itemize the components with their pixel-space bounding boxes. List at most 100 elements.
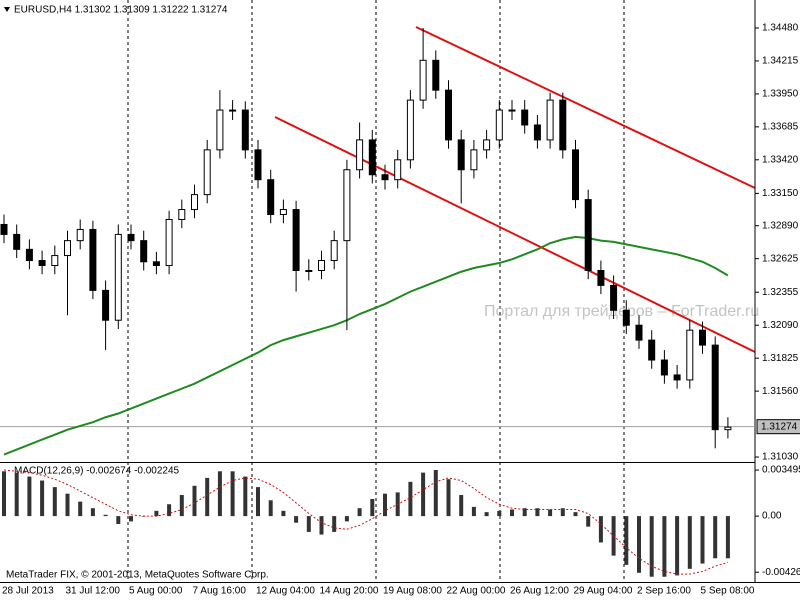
x-tick-label: 5 Sep 08:00 bbox=[701, 586, 755, 597]
y-tick-label: 1.34215 bbox=[762, 56, 799, 67]
histogram-bar bbox=[408, 481, 413, 517]
x-tick-label: 22 Aug 00:00 bbox=[447, 586, 506, 597]
candle-body bbox=[38, 260, 46, 267]
candle-body bbox=[546, 99, 554, 141]
histogram-bar bbox=[649, 516, 654, 577]
candle-body bbox=[394, 159, 402, 181]
histogram-bar bbox=[586, 516, 591, 527]
candle-body bbox=[610, 284, 618, 311]
histogram-bar bbox=[573, 512, 578, 517]
candle-body bbox=[559, 99, 567, 151]
candle-body bbox=[445, 89, 452, 141]
histogram-bar bbox=[78, 501, 83, 517]
histogram-bar bbox=[230, 471, 235, 517]
candle-body bbox=[102, 289, 110, 321]
candle-body bbox=[635, 324, 643, 341]
histogram-bar bbox=[65, 493, 70, 517]
histogram-bar bbox=[535, 508, 540, 517]
candle-body bbox=[318, 260, 325, 271]
candle-body bbox=[114, 233, 122, 321]
candle-body bbox=[152, 261, 160, 267]
watermark: Портал для трейдеров – ForTrader.ru bbox=[484, 303, 759, 320]
histogram-bar bbox=[383, 493, 387, 517]
candle-body bbox=[406, 99, 414, 161]
candle-body bbox=[216, 109, 224, 151]
histogram-bar bbox=[675, 516, 680, 576]
histogram-bar bbox=[281, 510, 286, 517]
candle-body bbox=[711, 344, 719, 431]
candle-body bbox=[140, 240, 148, 263]
candle-body bbox=[51, 255, 59, 267]
histogram-bar bbox=[484, 512, 489, 517]
histogram-bar bbox=[560, 508, 565, 517]
histogram-bar bbox=[243, 476, 248, 517]
candle-body bbox=[89, 228, 97, 291]
indicator-title: MACD(12,26,9) -0.002674 -0.002245 bbox=[14, 466, 180, 477]
histogram-bar bbox=[2, 471, 6, 517]
candle-body bbox=[457, 139, 465, 171]
current-price-label: 1.31274 bbox=[761, 421, 798, 432]
candle-body bbox=[279, 209, 287, 216]
x-tick-label: 28 Jul 2013 bbox=[2, 586, 54, 597]
candle-body bbox=[483, 139, 491, 151]
candle-body bbox=[229, 109, 237, 112]
histogram-bar bbox=[357, 508, 362, 517]
candle-body bbox=[597, 269, 605, 286]
chart-title: EURUSD,H4 1.31302 1.31309 1.31222 1.3127… bbox=[14, 5, 228, 16]
histogram-bar bbox=[129, 516, 133, 522]
histogram-bar bbox=[167, 504, 172, 517]
candle-body bbox=[254, 149, 262, 181]
candle-body bbox=[76, 228, 84, 242]
histogram-bar bbox=[713, 516, 718, 559]
candle-body bbox=[419, 59, 427, 101]
histogram-bar bbox=[446, 479, 451, 517]
histogram-bar bbox=[637, 516, 641, 573]
x-tick-label: 7 Aug 16:00 bbox=[193, 586, 247, 597]
candle-body bbox=[191, 194, 198, 211]
x-tick-label: 5 Aug 00:00 bbox=[129, 586, 183, 597]
histogram-bar bbox=[319, 516, 324, 535]
candle-body bbox=[533, 124, 541, 141]
histogram-bar bbox=[471, 506, 476, 517]
candle-body bbox=[127, 233, 135, 242]
x-tick-label: 31 Jul 12:00 bbox=[66, 586, 121, 597]
histogram-bar bbox=[522, 508, 527, 517]
histogram-bar bbox=[433, 469, 438, 517]
histogram-bar bbox=[510, 509, 514, 517]
candle-body bbox=[64, 240, 71, 257]
histogram-bar bbox=[27, 476, 32, 517]
candle-body bbox=[699, 329, 706, 346]
y-tick-label: 1.32355 bbox=[762, 287, 799, 298]
histogram-bar bbox=[103, 514, 108, 517]
histogram-bar bbox=[192, 485, 197, 517]
candle-body bbox=[13, 233, 21, 250]
candle-body bbox=[267, 179, 275, 216]
candle-body bbox=[368, 139, 376, 176]
candle-body bbox=[178, 209, 186, 220]
candle-body bbox=[521, 109, 529, 126]
histogram-bar bbox=[268, 500, 273, 517]
candle-body bbox=[381, 174, 389, 181]
x-tick-label: 19 Aug 08:00 bbox=[383, 586, 442, 597]
candle-body bbox=[572, 149, 579, 201]
y-tick-label: 1.34480 bbox=[762, 23, 799, 34]
histogram-bar bbox=[598, 516, 603, 543]
y-tick-label: 1.33420 bbox=[762, 154, 799, 165]
candle-body bbox=[673, 374, 681, 381]
histogram-bar bbox=[459, 495, 464, 517]
moving-average bbox=[3, 235, 729, 456]
y-tick-label: 1.33150 bbox=[762, 188, 799, 199]
candle-body bbox=[724, 426, 732, 431]
y-tick-label: 1.33950 bbox=[762, 89, 799, 100]
histogram-bar bbox=[332, 516, 337, 532]
candle-body bbox=[432, 59, 440, 91]
histogram-bar bbox=[294, 516, 299, 523]
y-tick-label: 1.31560 bbox=[762, 386, 799, 397]
candle-body bbox=[622, 309, 630, 326]
menu-icon[interactable] bbox=[4, 7, 10, 12]
y-tick-label: 1.32625 bbox=[762, 253, 799, 264]
y-tick-label: 0.003495 bbox=[762, 465, 800, 476]
histogram-bar bbox=[116, 516, 121, 525]
histogram-bar bbox=[725, 516, 730, 559]
